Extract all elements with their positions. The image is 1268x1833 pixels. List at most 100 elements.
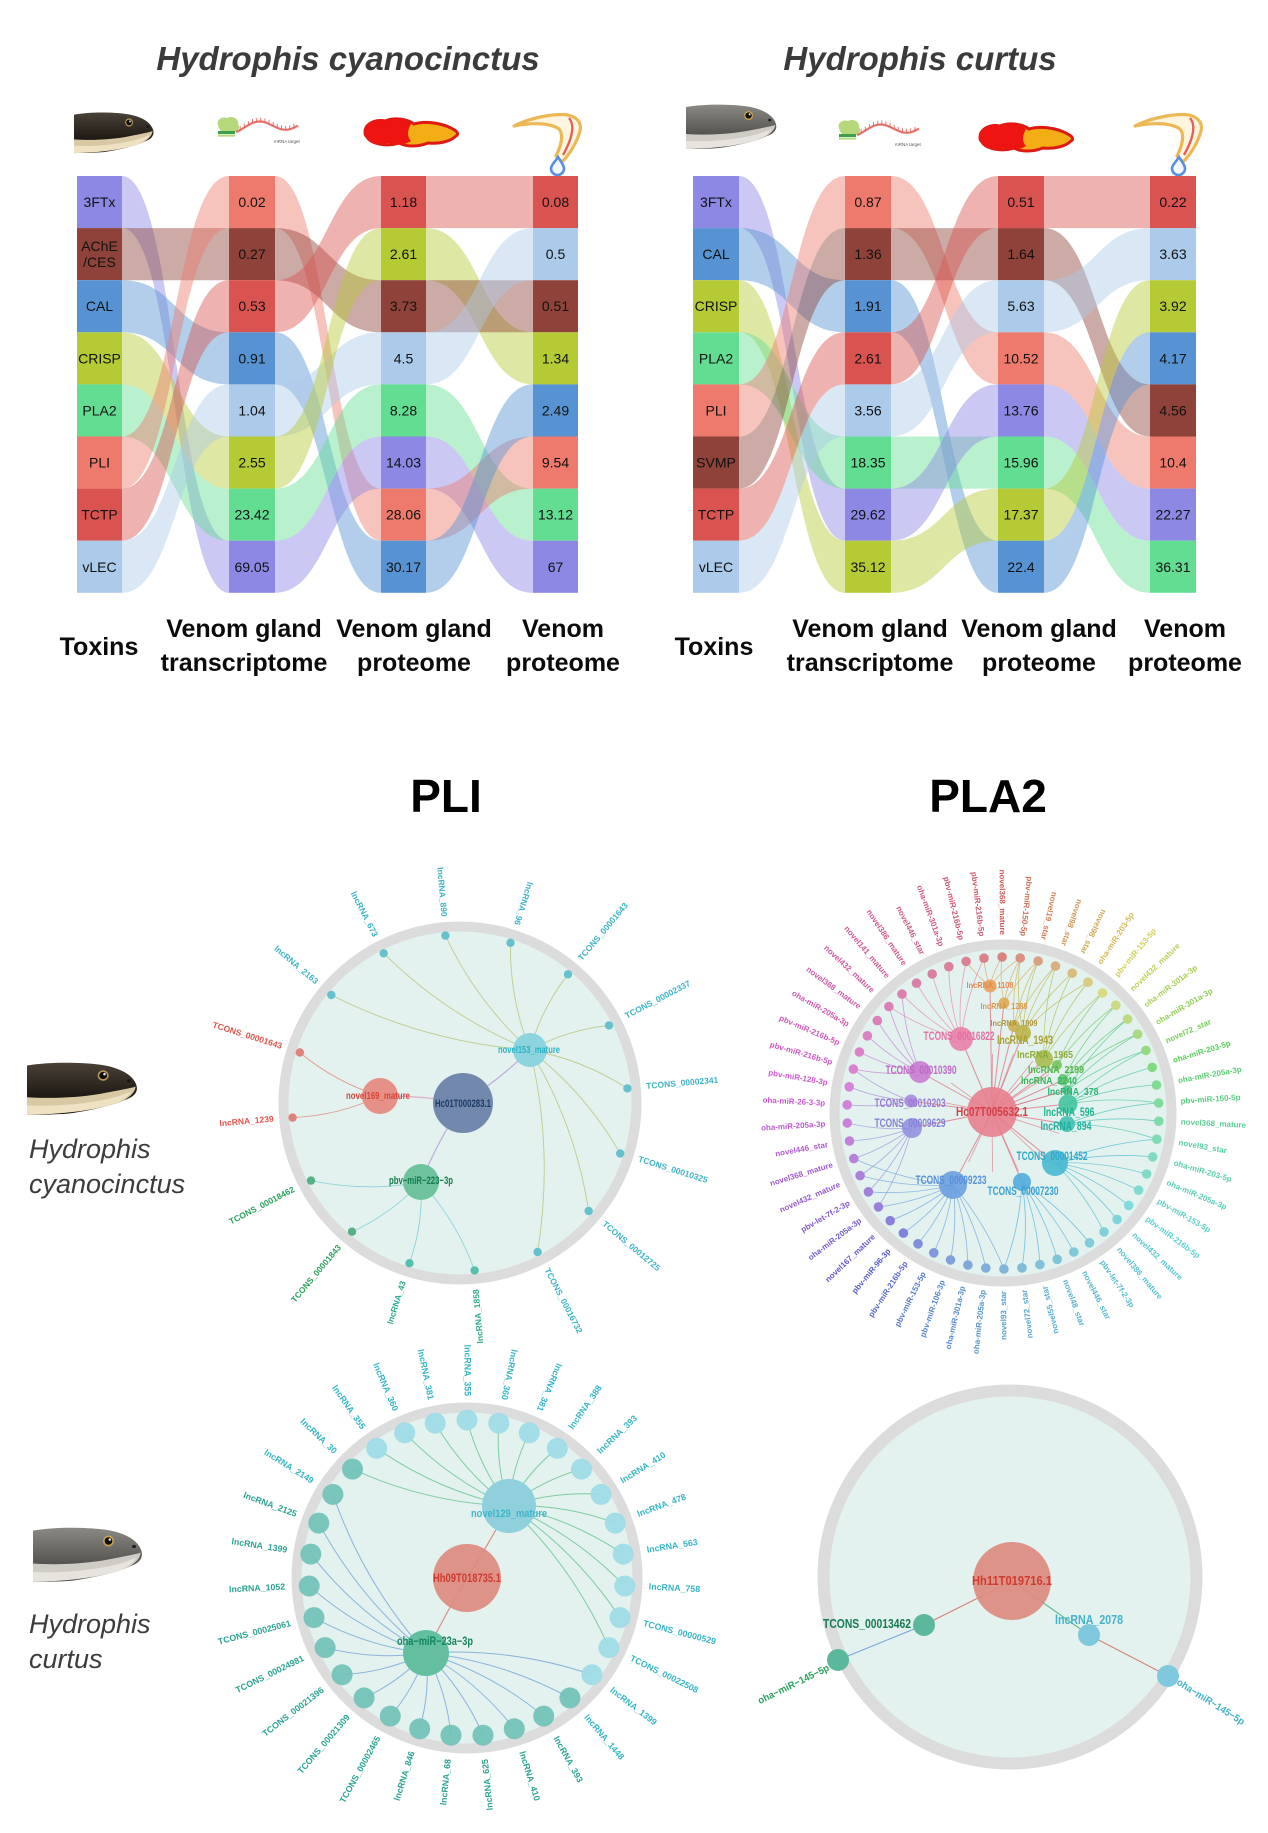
svg-text:Hydrophis curtus: Hydrophis curtus	[783, 40, 1056, 77]
svg-text:lncRNA_1809: lncRNA_1809	[991, 1018, 1038, 1028]
svg-text:/CES: /CES	[83, 254, 116, 270]
svg-text:29.62: 29.62	[850, 507, 885, 523]
svg-text:1.34: 1.34	[542, 350, 569, 366]
svg-text:vLEC: vLEC	[699, 559, 733, 575]
svg-text:lncRNA_2240: lncRNA_2240	[1021, 1076, 1077, 1087]
svg-text:lncRNA_1108: lncRNA_1108	[967, 980, 1014, 990]
svg-text:PLI: PLI	[89, 455, 110, 471]
svg-text:lncRNA_1858: lncRNA_1858	[471, 1289, 486, 1344]
svg-text:10.52: 10.52	[1003, 350, 1038, 366]
svg-text:novel153_mature: novel153_mature	[498, 1044, 560, 1056]
svg-text:novel169_mature: novel169_mature	[346, 1090, 410, 1102]
svg-text:PLI: PLI	[705, 402, 726, 418]
svg-text:22.27: 22.27	[1155, 507, 1190, 523]
svg-text:TCTP: TCTP	[81, 507, 118, 523]
svg-text:TCONS_00007230: TCONS_00007230	[988, 1186, 1059, 1198]
svg-text:0.87: 0.87	[854, 194, 881, 210]
svg-text:Hh11T019716.1: Hh11T019716.1	[972, 1574, 1052, 1588]
svg-text:4.17: 4.17	[1159, 350, 1186, 366]
svg-text:13.76: 13.76	[1003, 402, 1038, 418]
svg-text:PLI: PLI	[410, 770, 482, 822]
svg-text:Venom gland: Venom gland	[336, 615, 492, 643]
svg-text:Toxins: Toxins	[675, 633, 754, 661]
svg-text:1.36: 1.36	[854, 246, 881, 262]
svg-text:TCONS_00001452: TCONS_00001452	[1017, 1151, 1088, 1163]
svg-text:Hydrophis: Hydrophis	[29, 1134, 151, 1164]
svg-text:0.08: 0.08	[542, 194, 569, 210]
svg-text:1.91: 1.91	[854, 298, 881, 314]
svg-text:3FTx: 3FTx	[84, 194, 116, 210]
svg-text:PLA2: PLA2	[699, 350, 733, 366]
svg-text:vLEC: vLEC	[82, 559, 116, 575]
svg-text:novel368_mature: novel368_mature	[998, 870, 1007, 936]
svg-text:0.22: 0.22	[1159, 194, 1186, 210]
svg-text:1.18: 1.18	[390, 194, 417, 210]
svg-text:Hc07T005632.1: Hc07T005632.1	[956, 1105, 1028, 1119]
svg-text:CAL: CAL	[86, 298, 113, 314]
svg-text:mRNA target: mRNA target	[274, 139, 301, 144]
svg-text:0.02: 0.02	[238, 194, 265, 210]
svg-text:CRISP: CRISP	[78, 350, 121, 366]
svg-text:CAL: CAL	[702, 246, 729, 262]
svg-text:proteome: proteome	[982, 649, 1096, 677]
svg-text:5.63: 5.63	[1007, 298, 1034, 314]
svg-text:lncRNA_1965: lncRNA_1965	[1017, 1049, 1073, 1061]
svg-text:proteome: proteome	[506, 649, 620, 677]
svg-text:SVMP: SVMP	[696, 455, 736, 471]
svg-text:proteome: proteome	[1128, 649, 1242, 677]
svg-text:CRISP: CRISP	[695, 298, 738, 314]
svg-text:0.27: 0.27	[238, 246, 265, 262]
svg-text:oha-miR-205a-3p: oha-miR-205a-3p	[761, 1120, 826, 1133]
svg-text:35.12: 35.12	[850, 559, 885, 575]
svg-text:67: 67	[548, 559, 564, 575]
svg-text:30.17: 30.17	[386, 559, 421, 575]
svg-text:TCONS_00009233: TCONS_00009233	[916, 1175, 987, 1187]
svg-text:Venom gland: Venom gland	[792, 615, 948, 643]
svg-text:2.55: 2.55	[238, 455, 265, 471]
svg-text:Hydrophis cyanocinctus: Hydrophis cyanocinctus	[156, 40, 539, 77]
svg-text:cyanocinctus: cyanocinctus	[29, 1169, 185, 1199]
svg-text:9.54: 9.54	[542, 455, 569, 471]
svg-text:lncRNA_1052: lncRNA_1052	[229, 1582, 286, 1595]
svg-text:22.4: 22.4	[1007, 559, 1034, 575]
svg-text:Venom gland: Venom gland	[166, 615, 322, 643]
svg-text:3.63: 3.63	[1159, 246, 1186, 262]
svg-text:lncRNA_890: lncRNA_890	[435, 867, 449, 918]
svg-text:1.04: 1.04	[238, 402, 265, 418]
svg-text:lncRNA_1943: lncRNA_1943	[997, 1033, 1053, 1047]
svg-text:oha−miR−23a−3p: oha−miR−23a−3p	[397, 1636, 473, 1648]
svg-text:TCONS_00010390: TCONS_00010390	[886, 1065, 957, 1077]
svg-text:Venom: Venom	[1144, 615, 1226, 643]
svg-text:0.51: 0.51	[1007, 194, 1034, 210]
svg-text:lncRNA_1239: lncRNA_1239	[219, 1114, 274, 1129]
svg-text:novel129_mature: novel129_mature	[471, 1508, 547, 1520]
svg-text:transcriptome: transcriptome	[161, 649, 328, 677]
svg-text:lncRNA_1288: lncRNA_1288	[981, 1001, 1028, 1011]
svg-text:proteome: proteome	[357, 649, 471, 677]
svg-text:Toxins: Toxins	[60, 633, 139, 661]
svg-text:0.53: 0.53	[238, 298, 265, 314]
svg-text:Hydrophis: Hydrophis	[29, 1609, 151, 1639]
svg-text:PLA2: PLA2	[82, 402, 116, 418]
svg-text:novel93_star: novel93_star	[999, 1291, 1008, 1340]
svg-text:3.92: 3.92	[1159, 298, 1186, 314]
svg-text:oha-miR-26-3-3p: oha-miR-26-3-3p	[762, 1096, 825, 1108]
svg-text:novel368_mature: novel368_mature	[1181, 1117, 1247, 1129]
svg-text:curtus: curtus	[29, 1644, 103, 1674]
svg-text:1.64: 1.64	[1007, 246, 1034, 262]
svg-text:Hh09T018735.1: Hh09T018735.1	[433, 1573, 501, 1585]
svg-text:36.31: 36.31	[1155, 559, 1190, 575]
svg-text:lncRNA_378: lncRNA_378	[1048, 1087, 1099, 1098]
svg-text:lncRNA_355: lncRNA_355	[463, 1345, 473, 1396]
svg-text:2.61: 2.61	[854, 350, 881, 366]
svg-text:AChE: AChE	[81, 238, 118, 254]
svg-text:TCONS_00010203: TCONS_00010203	[875, 1098, 946, 1110]
svg-text:69.05: 69.05	[234, 559, 269, 575]
svg-text:pbv-miR-150-5p: pbv-miR-150-5p	[1180, 1093, 1241, 1106]
svg-text:13.12: 13.12	[538, 507, 573, 523]
svg-text:lncRNA_596: lncRNA_596	[1044, 1107, 1095, 1119]
svg-text:3.73: 3.73	[390, 298, 417, 314]
svg-text:0.51: 0.51	[542, 298, 569, 314]
svg-text:PLA2: PLA2	[929, 770, 1047, 822]
svg-text:18.35: 18.35	[850, 455, 885, 471]
